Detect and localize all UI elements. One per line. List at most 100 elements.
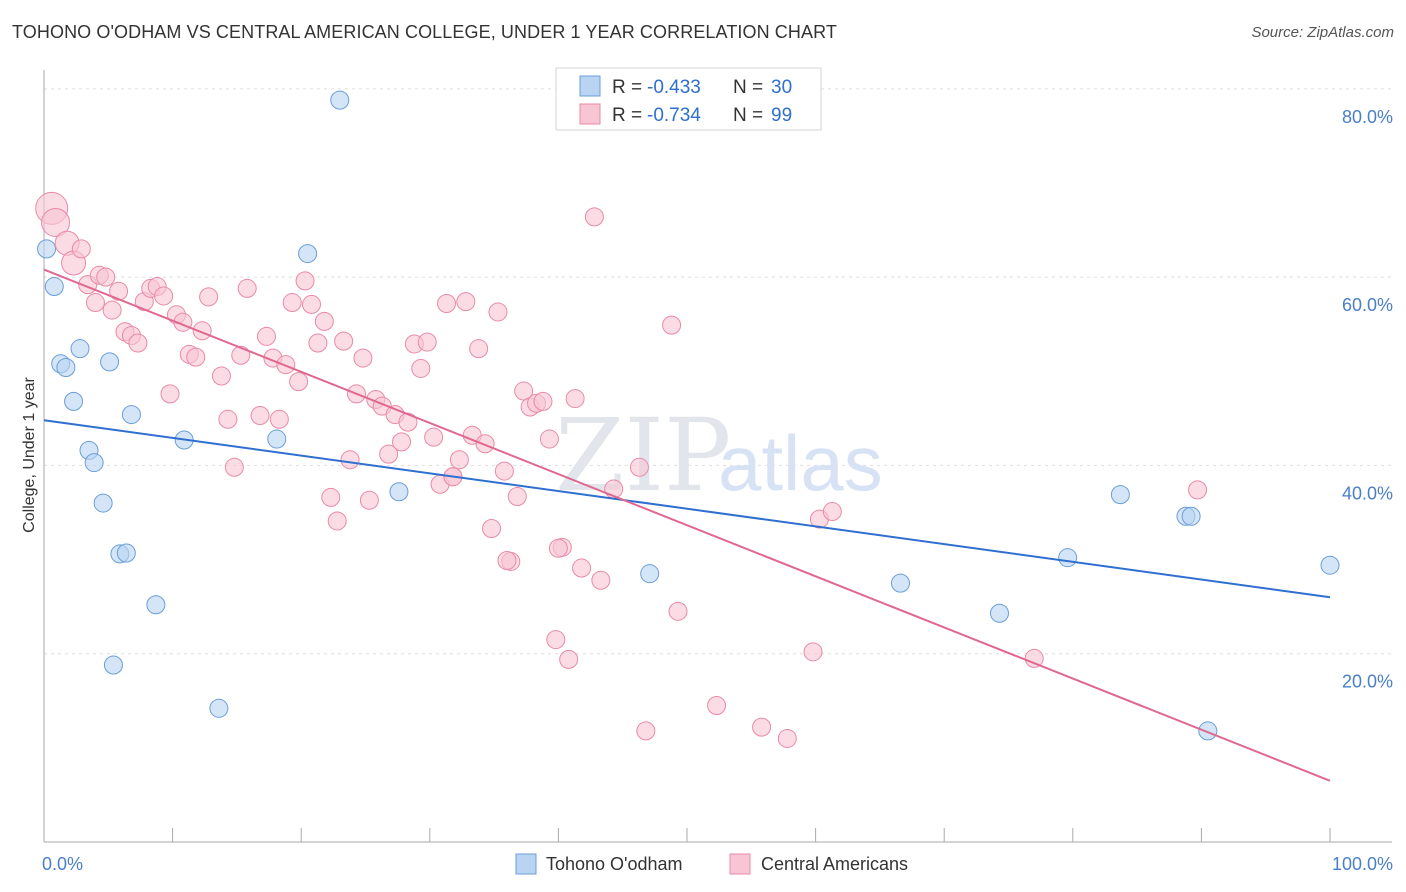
legend-r-label-2: R =	[612, 105, 642, 126]
point-central-93	[822, 502, 842, 522]
point-central-85	[636, 721, 656, 741]
point-central-59	[437, 293, 457, 313]
point-central-56	[417, 332, 437, 352]
y-tick-labels: 20.0% 40.0% 60.0% 80.0%	[1342, 107, 1393, 692]
point-central-43	[334, 331, 354, 351]
point-central-79	[565, 389, 585, 409]
point-central-9	[102, 300, 122, 320]
point-central-74	[533, 391, 553, 411]
point-central-86	[662, 315, 682, 335]
y-axis-title: College, Under 1 year	[21, 377, 38, 533]
point-tohono-18	[298, 244, 318, 264]
watermark-zip: ZIP	[555, 397, 731, 514]
point-central-71	[514, 381, 534, 401]
legend-n-value-1: 30	[771, 77, 792, 98]
point-central-24	[199, 287, 219, 307]
point-central-25	[211, 366, 231, 386]
source-credit: Source: ZipAtlas.com	[1251, 24, 1394, 41]
point-central-62	[456, 292, 476, 312]
point-central-76	[546, 630, 566, 650]
point-tohono-28	[1198, 721, 1218, 741]
trend-lines	[43, 268, 1331, 782]
point-central-90	[777, 728, 797, 748]
point-tohono-7	[84, 453, 104, 473]
point-tohono-5	[70, 339, 90, 359]
point-central-82	[591, 570, 611, 590]
point-central-91	[803, 642, 823, 662]
point-central-64	[469, 339, 489, 359]
point-tohono-23	[989, 603, 1009, 623]
legend-swatch-tohono	[579, 75, 601, 97]
point-tohono-0	[37, 239, 57, 259]
point-central-22	[186, 347, 206, 367]
point-central-41	[321, 487, 341, 507]
point-tohono-29	[1320, 555, 1340, 575]
bottom-legend: Tohono O'odham Central Americans	[515, 853, 908, 875]
point-central-53	[398, 412, 418, 432]
point-central-97	[497, 551, 517, 571]
point-tohono-20	[389, 482, 409, 502]
point-central-80	[572, 558, 592, 578]
watermark: ZIP atlas	[555, 397, 883, 514]
point-central-52	[392, 432, 412, 452]
x-tick-label-1: 100.0%	[1332, 854, 1393, 874]
data-points	[35, 90, 1340, 748]
point-tohono-12	[116, 543, 136, 563]
point-tohono-3	[56, 358, 76, 378]
legend-r-value-2: -0.734	[647, 105, 701, 126]
point-central-70	[507, 486, 527, 506]
point-central-17	[154, 286, 174, 306]
point-central-31	[256, 326, 276, 346]
point-tohono-17	[267, 429, 287, 449]
bottom-legend-label-tohono: Tohono O'odham	[546, 854, 683, 874]
legend-swatch-central	[579, 103, 601, 125]
bottom-legend-swatch-tohono	[515, 853, 537, 875]
point-central-46	[353, 348, 373, 368]
point-tohono-24	[1058, 548, 1078, 568]
point-central-28	[231, 345, 251, 365]
point-tohono-9	[100, 352, 120, 372]
point-central-33	[269, 409, 289, 429]
y-tick-label-0: 20.0%	[1342, 672, 1393, 692]
point-tohono-19	[330, 90, 350, 110]
point-central-66	[482, 518, 502, 538]
point-central-37	[295, 271, 315, 291]
bottom-legend-swatch-central	[729, 853, 751, 875]
point-central-29	[237, 278, 257, 298]
point-central-39	[308, 333, 328, 353]
point-central-44	[340, 450, 360, 470]
legend-n-value-2: 99	[771, 105, 792, 126]
point-central-1	[41, 208, 71, 238]
point-central-75	[539, 429, 559, 449]
legend-r-label-1: R =	[612, 77, 642, 98]
point-central-42	[327, 511, 347, 531]
point-central-95	[1188, 480, 1208, 500]
point-central-81	[584, 207, 604, 227]
point-central-36	[289, 372, 309, 392]
legend-n-label-2: N =	[733, 105, 763, 126]
point-tohono-16	[209, 698, 229, 718]
point-central-4	[71, 239, 91, 259]
bottom-legend-label-central: Central Americans	[761, 854, 908, 874]
point-tohono-4	[64, 391, 84, 411]
point-central-38	[301, 294, 321, 314]
point-central-65	[475, 434, 495, 454]
point-central-67	[488, 302, 508, 322]
point-central-6	[85, 293, 105, 313]
point-central-13	[128, 333, 148, 353]
point-central-88	[707, 695, 727, 715]
point-tohono-21	[640, 564, 660, 584]
x-tick-label-0: 0.0%	[42, 854, 83, 874]
trend-line-central	[43, 268, 1331, 782]
point-central-84	[629, 457, 649, 477]
y-tick-label-3: 80.0%	[1342, 107, 1393, 127]
point-central-26	[218, 409, 238, 429]
point-central-96	[548, 538, 568, 558]
point-central-78	[559, 649, 579, 669]
point-tohono-27	[1181, 506, 1201, 526]
y-tick-label-2: 60.0%	[1342, 295, 1393, 315]
point-tohono-25	[1110, 485, 1130, 505]
legend: R = -0.433 N = 30 R = -0.734 N = 99	[555, 67, 822, 131]
point-central-55	[411, 358, 431, 378]
